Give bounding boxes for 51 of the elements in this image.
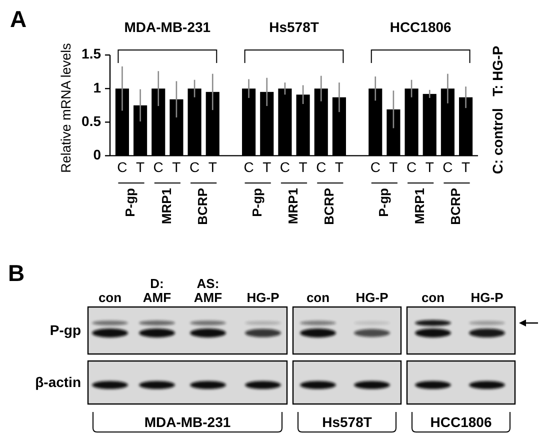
text: MRP1 bbox=[158, 188, 174, 224]
category-label: AS: AMF bbox=[194, 276, 222, 305]
x-tick-label: T bbox=[334, 159, 344, 175]
text: MDA-MB-231 bbox=[144, 414, 231, 430]
text: MDA-MB-231 bbox=[124, 19, 211, 35]
x-tick-label: T bbox=[208, 159, 218, 175]
x-tick-label: T bbox=[172, 159, 182, 175]
x-tick-label: C bbox=[442, 159, 453, 175]
category-label: HG-P bbox=[470, 290, 504, 305]
category-label: β-actin bbox=[35, 374, 81, 390]
category-label: con bbox=[306, 290, 330, 305]
text: B bbox=[8, 260, 25, 286]
text: BCRP bbox=[195, 188, 210, 225]
category-label: P-gp bbox=[50, 322, 81, 338]
y-tick-label: 0 bbox=[93, 146, 102, 162]
y-axis-title: Relative mRNA levels bbox=[58, 42, 74, 173]
text: P-gp bbox=[376, 188, 391, 217]
x-tick-label: C bbox=[189, 159, 200, 175]
text: HCC1806 bbox=[390, 19, 452, 35]
x-tick-label: T bbox=[425, 159, 434, 175]
text: C: control T: HG-P bbox=[490, 46, 506, 174]
x-tick-label: C bbox=[370, 159, 380, 175]
text: BCRP bbox=[322, 188, 337, 225]
category-label: HG-P bbox=[356, 290, 389, 305]
text: P-gp bbox=[122, 188, 138, 217]
y-tick-label: 1 bbox=[93, 79, 102, 96]
x-tick-label: C bbox=[153, 159, 164, 175]
y-tick-label: 0.5 bbox=[82, 112, 102, 129]
text: P-gp bbox=[249, 188, 264, 217]
text: Hs578T bbox=[322, 414, 372, 430]
text: BCRP bbox=[448, 188, 464, 225]
x-tick-label: T bbox=[136, 159, 146, 175]
x-tick-label: C bbox=[316, 159, 326, 175]
category-label: HG-P bbox=[246, 290, 280, 305]
x-tick-label: C bbox=[117, 159, 128, 175]
text: MRP1 bbox=[412, 188, 428, 224]
x-tick-label: C bbox=[244, 159, 254, 175]
y-tick-label: 1.5 bbox=[82, 46, 102, 62]
x-tick-label: T bbox=[389, 159, 398, 175]
x-tick-label: C bbox=[280, 159, 290, 175]
text: Hs578T bbox=[269, 19, 320, 35]
x-tick-label: T bbox=[462, 159, 471, 175]
x-tick-label: C bbox=[406, 159, 417, 175]
x-tick-label: T bbox=[262, 159, 272, 175]
text: MRP1 bbox=[285, 188, 300, 224]
chart-title: A bbox=[10, 6, 27, 32]
category-label: con bbox=[98, 290, 122, 305]
x-tick-label: T bbox=[298, 159, 308, 175]
category-label: con bbox=[421, 290, 445, 305]
category-label: D: AMF bbox=[142, 276, 172, 305]
text: HCC1806 bbox=[430, 414, 492, 430]
